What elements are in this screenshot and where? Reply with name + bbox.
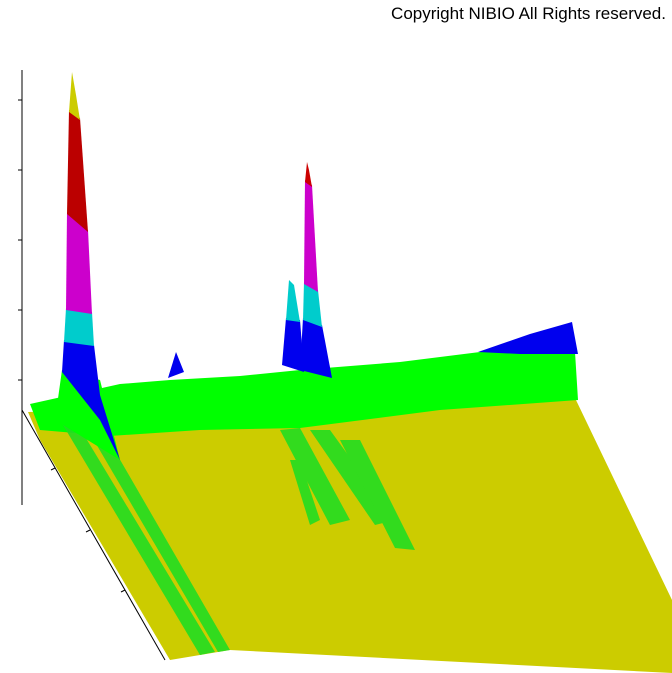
peak-layer (300, 318, 332, 378)
surface-floor (28, 398, 672, 673)
streak (60, 420, 215, 655)
surface-streaks (60, 420, 415, 655)
peak-layer (282, 318, 304, 372)
peak-layer (66, 212, 92, 314)
axis-line (21, 409, 166, 661)
tick (120, 589, 126, 593)
surface-bump (168, 352, 184, 378)
surface-shoulder (478, 322, 578, 354)
copyright: Copyright NIBIO All Rights reserved. (391, 4, 666, 23)
peak-layer (55, 370, 120, 460)
streak (85, 425, 230, 652)
peak-layer (62, 340, 120, 460)
streak (290, 460, 320, 525)
peak-layer (64, 308, 94, 346)
surface-band (30, 352, 578, 436)
peak-middle (282, 162, 332, 378)
peak-layer (286, 280, 300, 322)
peak-layer (304, 180, 318, 292)
streak (340, 440, 415, 550)
peak-layer (67, 110, 88, 232)
peak-layer (69, 72, 80, 120)
peak-layer (303, 282, 322, 327)
peak-left (55, 72, 120, 460)
tick (85, 529, 91, 533)
tick (50, 467, 56, 471)
axes (18, 70, 166, 661)
streak (280, 428, 350, 525)
peak-layer (305, 162, 312, 187)
